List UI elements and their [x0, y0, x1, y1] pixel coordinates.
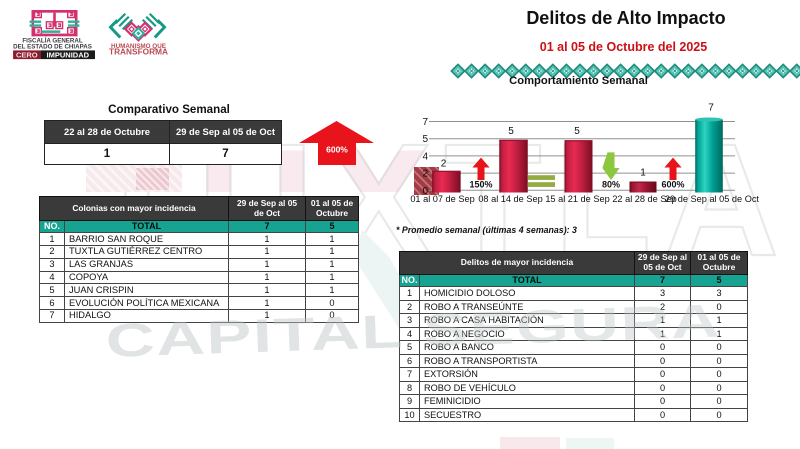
- svg-text:150%: 150%: [469, 180, 492, 190]
- svg-text:TRANSFORMA: TRANSFORMA: [109, 47, 168, 57]
- svg-text:5: 5: [574, 126, 580, 137]
- svg-text:5: 5: [508, 126, 514, 137]
- svg-text:0: 0: [422, 186, 428, 197]
- svg-text:5: 5: [422, 134, 428, 145]
- svg-text:7: 7: [708, 103, 714, 114]
- svg-text:DEL ESTADO DE CHIAPAS: DEL ESTADO DE CHIAPAS: [13, 43, 92, 50]
- svg-text:1: 1: [640, 168, 646, 179]
- svg-text:7: 7: [422, 117, 428, 128]
- svg-text:600%: 600%: [326, 145, 348, 155]
- svg-text:CERO: CERO: [16, 50, 38, 59]
- svg-text:IMPUNIDAD: IMPUNIDAD: [47, 50, 90, 59]
- svg-text:600%: 600%: [661, 180, 684, 190]
- svg-text:HUMANISMO QUE: HUMANISMO QUE: [111, 43, 166, 50]
- svg-text:4: 4: [422, 151, 428, 162]
- svg-text:80%: 80%: [602, 180, 620, 190]
- svg-text:FISCALÍA GENERAL: FISCALÍA GENERAL: [22, 37, 82, 45]
- svg-text:2: 2: [441, 158, 447, 169]
- svg-text:2: 2: [422, 169, 428, 180]
